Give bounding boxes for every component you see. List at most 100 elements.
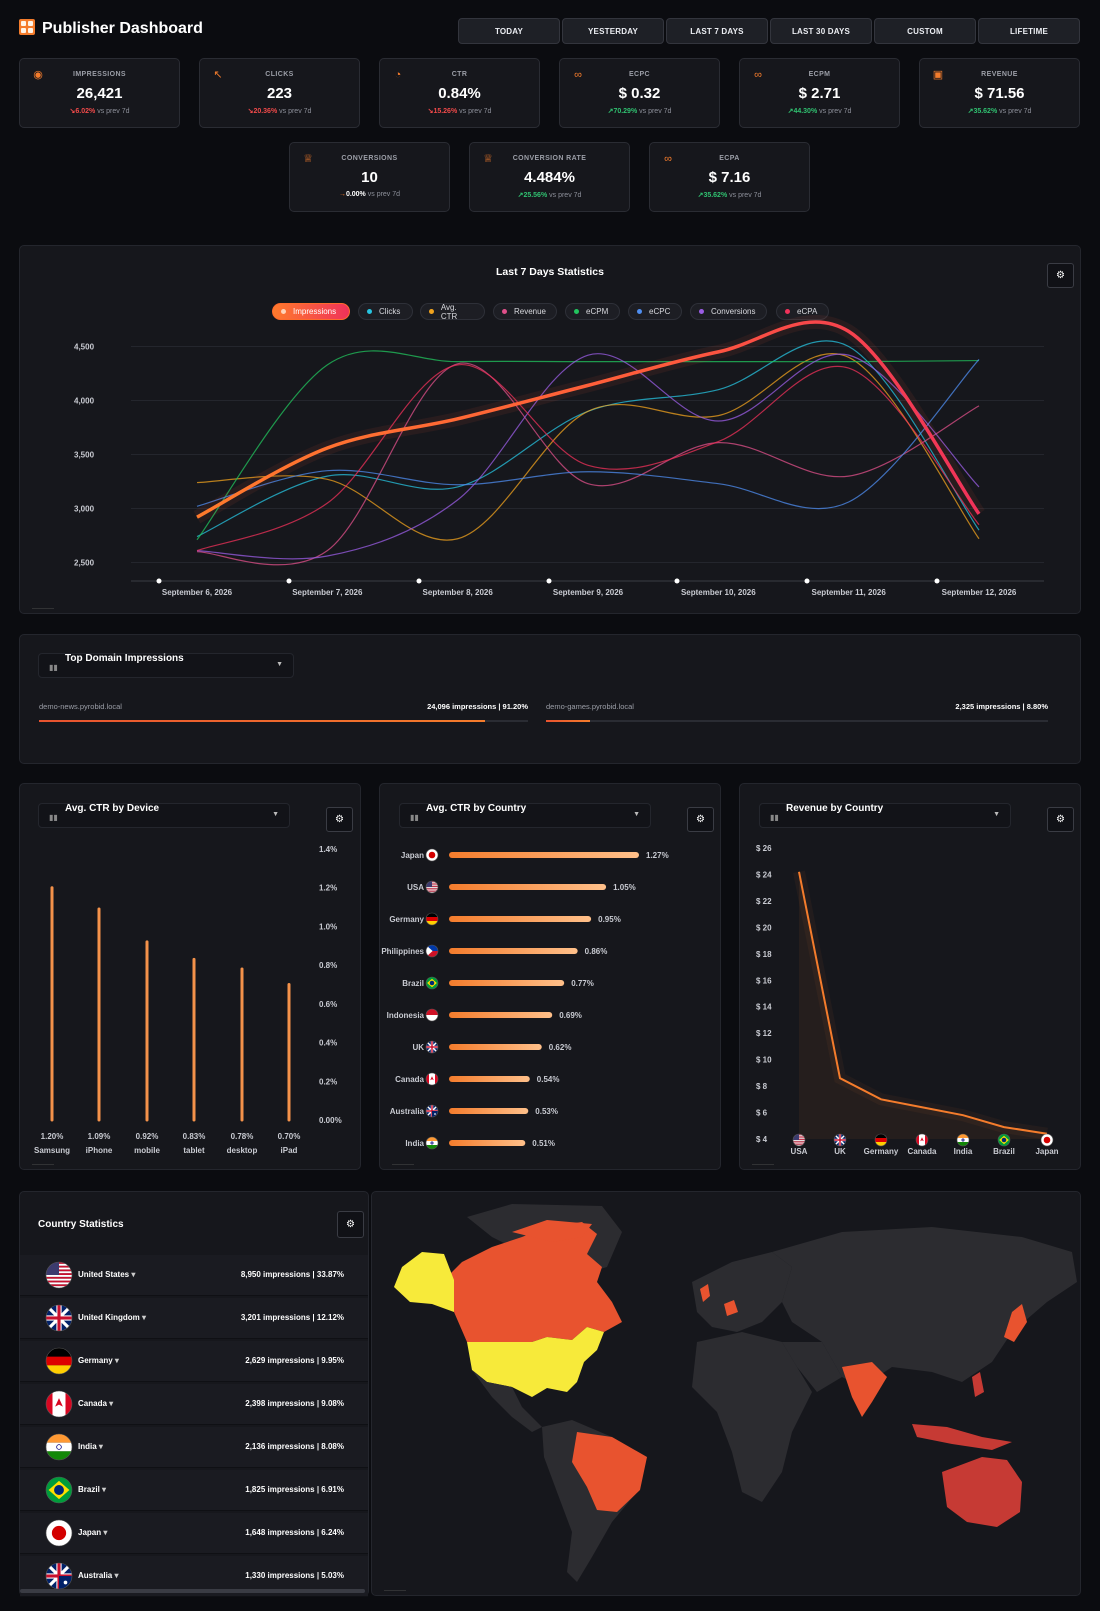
- arrow-down-icon: ↘: [247, 108, 254, 115]
- legend-item-ecpc[interactable]: eCPC: [628, 303, 682, 320]
- country-stat-row[interactable]: Canada ▾ 2,398 impressions | 9.08%: [20, 1384, 368, 1425]
- map-india: [842, 1362, 887, 1417]
- country-ctr-value: 0.69%: [559, 1011, 582, 1020]
- x-axis-dot: [674, 578, 680, 584]
- country-label: Canada: [395, 1075, 424, 1084]
- chevron-down-icon[interactable]: ▾: [99, 1485, 107, 1494]
- country-ctr-settings-button[interactable]: ⚙: [687, 807, 714, 832]
- kpi-card-impressions: ◉ IMPRESSIONS 26,421 ↘6.02% vs prev 7d: [19, 58, 180, 128]
- eye-icon: ◉: [33, 69, 43, 81]
- bar-chart-icon: ▮▮: [49, 813, 58, 822]
- trophy-icon: ♕: [483, 153, 493, 165]
- country-stat-row[interactable]: United Kingdom ▾ 3,201 impressions | 12.1…: [20, 1298, 368, 1339]
- country-stat-row[interactable]: Brazil ▾ 1,825 impressions | 6.91%: [20, 1470, 368, 1511]
- range-button-last-7-days[interactable]: LAST 7 DAYS: [666, 18, 768, 44]
- chevron-down-icon: ▼: [272, 811, 279, 818]
- chevron-down-icon[interactable]: ▾: [139, 1313, 147, 1322]
- kpi-value: 223: [266, 85, 293, 102]
- range-button-lifetime[interactable]: LIFETIME: [978, 18, 1080, 44]
- x-tick-label: Brazil: [993, 1147, 1015, 1156]
- range-button-custom[interactable]: CUSTOM: [874, 18, 976, 44]
- legend-item-conversions[interactable]: Conversions: [690, 303, 767, 320]
- y-tick-label: $ 16: [756, 976, 772, 985]
- country-impressions: 1,330 impressions | 5.03%: [245, 1571, 344, 1580]
- device-value-label: 0.92%: [136, 1132, 159, 1141]
- kpi-change: →0.00% vs prev 7d: [290, 191, 449, 198]
- chevron-down-icon[interactable]: ▾: [112, 1356, 119, 1365]
- world-map[interactable]: [372, 1192, 1081, 1596]
- kpi-change-suffix: vs prev 7d: [97, 108, 130, 115]
- country-stat-row[interactable]: Japan ▾ 1,648 impressions | 6.24%: [20, 1513, 368, 1554]
- revenue-metric-select[interactable]: ▮▮ Revenue by Country ▼: [759, 803, 1011, 828]
- bar-chart-icon: ▮▮: [410, 813, 419, 822]
- top-domain-card: ▮▮ Top Domain Impressions ▼ demo-news.py…: [19, 634, 1081, 764]
- world-map-card: [371, 1191, 1081, 1596]
- x-axis-dot: [416, 578, 422, 584]
- kpi-change-value: 70.29%: [613, 108, 638, 115]
- chevron-down-icon[interactable]: ▾: [106, 1399, 114, 1408]
- flag-ca-icon: [45, 1390, 73, 1423]
- chevron-down-icon[interactable]: ▾: [101, 1528, 108, 1537]
- kpi-label: CLICKS: [265, 71, 294, 78]
- kpi-value: $ 7.16: [708, 169, 751, 186]
- chevron-down-icon[interactable]: ▾: [96, 1442, 103, 1451]
- domain-metric-select[interactable]: ▮▮ Top Domain Impressions ▼: [38, 653, 294, 678]
- legend-dot-icon: [502, 309, 507, 314]
- chevron-down-icon[interactable]: ▾: [112, 1571, 119, 1580]
- range-button-last-30-days[interactable]: LAST 30 DAYS: [770, 18, 872, 44]
- flag-jp-icon: [45, 1519, 73, 1552]
- country-stat-row[interactable]: India ▾ 2,136 impressions | 8.08%: [20, 1427, 368, 1468]
- trend-settings-button[interactable]: ⚙: [1047, 263, 1074, 288]
- country-stats-settings-button[interactable]: ⚙: [337, 1211, 364, 1238]
- x-tick-label: September 8, 2026: [423, 588, 494, 597]
- series-line-ecpc: [196, 359, 980, 510]
- map-usa: [467, 1327, 604, 1397]
- device-category-label: desktop: [227, 1146, 258, 1155]
- legend-item-avgctr[interactable]: Avg. CTR: [420, 303, 485, 321]
- device-metric-select[interactable]: ▮▮ Avg. CTR by Device ▼: [38, 803, 290, 828]
- trophy-icon: ♕: [303, 153, 313, 165]
- map-watermark-icon: [384, 1585, 406, 1591]
- device-category-label: iPhone: [86, 1146, 113, 1155]
- y-tick-label: $ 4: [756, 1135, 768, 1144]
- y-tick-label: 0.6%: [319, 1000, 337, 1009]
- legend-dot-icon: [429, 309, 434, 314]
- arrow-up-icon: ↗: [697, 192, 704, 199]
- device-settings-button[interactable]: ⚙: [326, 807, 353, 832]
- x-axis-dot: [156, 578, 162, 584]
- country-stat-row[interactable]: Germany ▾ 2,629 impressions | 9.95%: [20, 1341, 368, 1382]
- legend-dot-icon: [574, 309, 579, 314]
- country-label: Philippines: [381, 947, 424, 956]
- x-tick-label: September 10, 2026: [681, 588, 756, 597]
- domain-row[interactable]: demo-news.pyrobid.local 24,096 impression…: [39, 702, 528, 722]
- map-mexico: [472, 1370, 542, 1432]
- legend-item-clicks[interactable]: Clicks: [358, 303, 413, 320]
- legend-item-ecpa[interactable]: eCPA: [776, 303, 829, 320]
- revenue-line: [798, 871, 1048, 1135]
- domain-row[interactable]: demo-games.pyrobid.local 2,325 impression…: [546, 702, 1048, 722]
- country-name-text: Australia: [78, 1571, 113, 1580]
- chevron-down-icon[interactable]: ▾: [129, 1270, 136, 1279]
- device-value-label: 1.09%: [88, 1132, 111, 1141]
- legend-item-ecpm[interactable]: eCPM: [565, 303, 620, 320]
- y-tick-label: $ 6: [756, 1109, 768, 1118]
- legend-item-impressions[interactable]: Impressions: [272, 303, 350, 320]
- kpi-card-conversion-rate: ♕ CONVERSION RATE 4.484% ↗25.56% vs prev 7d: [469, 142, 630, 212]
- revenue-settings-button[interactable]: ⚙: [1047, 807, 1074, 832]
- x-tick-label: September 9, 2026: [553, 588, 624, 597]
- page-title: Publisher Dashboard: [42, 20, 203, 37]
- country-name-text: Canada: [78, 1399, 107, 1408]
- device-value-label: 0.70%: [278, 1132, 301, 1141]
- legend-item-revenue[interactable]: Revenue: [493, 303, 557, 320]
- range-button-today[interactable]: TODAY: [458, 18, 560, 44]
- y-tick-label: 4,500: [74, 343, 95, 352]
- country-list-scrollbar[interactable]: [20, 1589, 365, 1593]
- country-stat-row[interactable]: United States ▾ 8,950 impressions | 33.87…: [20, 1255, 368, 1296]
- kpi-change-value: 44.30%: [793, 108, 818, 115]
- country-ctr-select[interactable]: ▮▮ Avg. CTR by Country ▼: [399, 803, 651, 828]
- kpi-change: ↘15.26% vs prev 7d: [380, 107, 539, 115]
- flag-br-icon: [45, 1476, 73, 1504]
- country-ctr-bar: [449, 1108, 529, 1114]
- range-button-yesterday[interactable]: YESTERDAY: [562, 18, 664, 44]
- country-name-text: Brazil: [78, 1485, 100, 1494]
